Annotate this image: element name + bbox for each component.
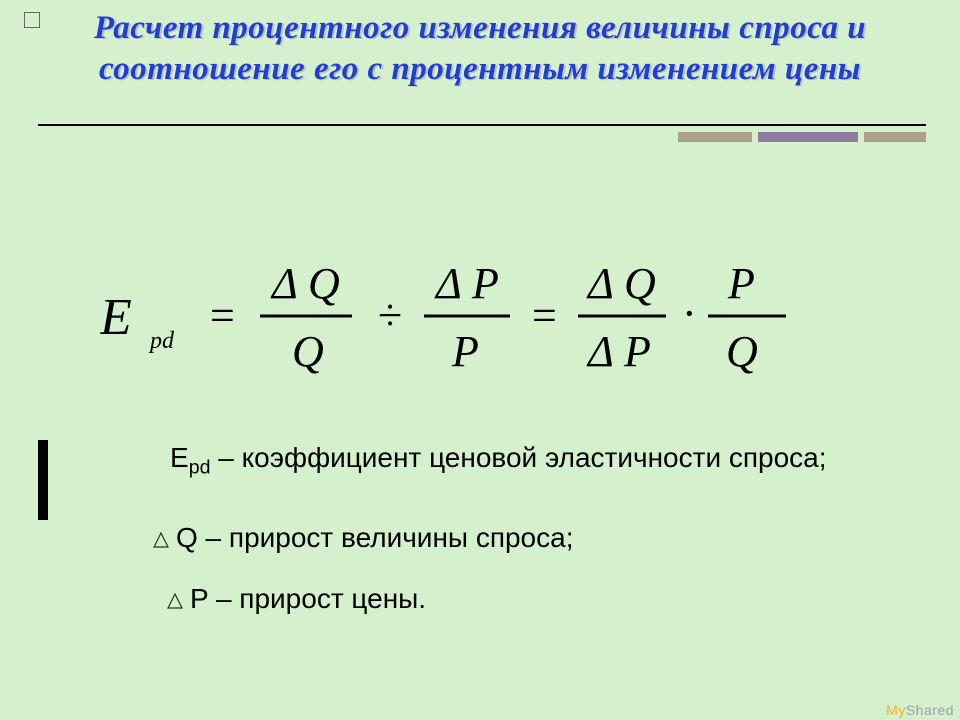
elasticity-formula: E pd = Δ Q Q ÷ Δ P P = Δ Q Δ P · [100, 248, 840, 393]
def-q: Q – прирост величины спроса; [150, 520, 850, 557]
svg-text:Δ: Δ [434, 259, 462, 308]
svg-text:Δ: Δ [586, 259, 614, 308]
svg-text:P: P [623, 327, 651, 376]
triangle-icon [164, 583, 186, 618]
def-p-sym: P [190, 583, 208, 614]
def-q-text: – прирост величины спроса; [198, 522, 574, 553]
def-p: P – прирост цены. [150, 581, 850, 618]
title-rule-bars [38, 132, 926, 142]
def-epd-sym: E [170, 442, 189, 473]
watermark: MyShared [886, 702, 954, 718]
svg-text:=: = [532, 291, 557, 340]
triangle-icon [150, 522, 172, 557]
svg-text:Δ: Δ [586, 327, 614, 376]
watermark-my: My [886, 702, 906, 718]
svg-text:÷: ÷ [378, 291, 402, 340]
title-rule [38, 124, 926, 142]
def-epd: Epd – коэффициент ценовой эластичности с… [150, 440, 850, 480]
svg-text:P: P [471, 259, 499, 308]
rule-bar-3 [864, 132, 926, 142]
def-q-sym: Q [176, 522, 198, 553]
svg-text:·: · [682, 289, 697, 338]
slide-title: Расчет процентного изменения величины сп… [0, 0, 960, 91]
title-line-1: Расчет процентного изменения величины сп… [0, 8, 960, 49]
svg-text:Δ: Δ [270, 259, 298, 308]
svg-text:Q: Q [726, 327, 758, 376]
definitions: Epd – коэффициент ценовой эластичности с… [150, 440, 850, 640]
slide-corner-marker [24, 12, 40, 28]
svg-text:P: P [451, 327, 479, 376]
def-epd-text: – коэффициент ценовой эластичности спрос… [210, 442, 826, 473]
svg-text:=: = [210, 291, 235, 340]
formula-E-sub: pd [148, 328, 175, 354]
rule-bar-2 [758, 132, 858, 142]
watermark-shared: Shared [906, 702, 954, 718]
def-epd-sub: pd [189, 457, 211, 479]
title-rule-thin [38, 124, 926, 126]
def-p-text: – прирост цены. [208, 583, 426, 614]
svg-text:Q: Q [292, 327, 324, 376]
rule-bar-1 [678, 132, 752, 142]
formula-E: E [100, 289, 132, 346]
svg-text:Q: Q [308, 259, 340, 308]
svg-text:P: P [727, 259, 755, 308]
title-line-2: соотношение его с процентным изменением … [0, 49, 960, 90]
svg-text:Q: Q [624, 259, 656, 308]
left-vertical-accent [38, 440, 48, 520]
